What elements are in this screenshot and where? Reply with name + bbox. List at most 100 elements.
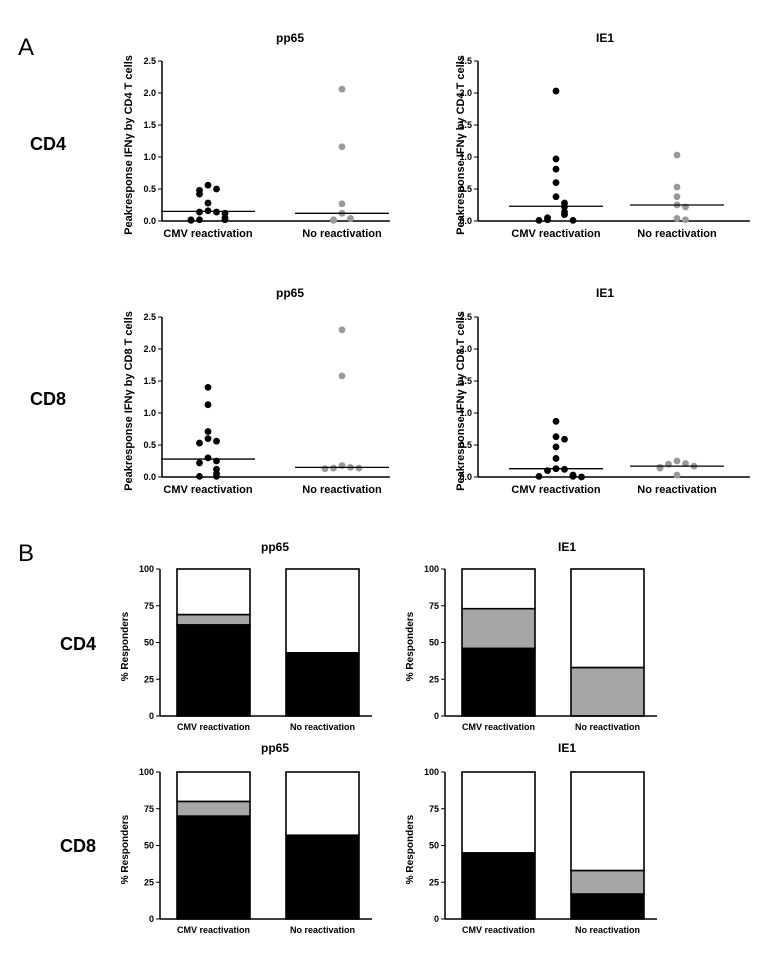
panel-label-b: B <box>18 540 34 567</box>
y-tick-label: 25 <box>144 674 154 684</box>
data-point <box>578 473 585 481</box>
bar-chart-cd4-ie1: IE1 % Responders CMV reactivation No reacti… <box>405 540 657 732</box>
bar-segment <box>285 651 360 717</box>
data-point <box>552 417 560 425</box>
scatter-plot-cd4-pp65: pp65 Peakresponse IFNγ by CD4 T cells 0.0 0… <box>123 31 390 240</box>
bar-segment <box>176 624 251 717</box>
data-point <box>569 472 577 480</box>
data-point <box>338 372 346 380</box>
data-point <box>204 428 212 435</box>
bar-segment <box>176 815 251 920</box>
y-tick-label: 0 <box>149 914 154 924</box>
data-point <box>561 435 568 443</box>
data-point <box>204 199 212 207</box>
plot-title: pp65 <box>261 741 289 755</box>
x-category-label: CMV reactivation <box>163 484 253 496</box>
x-category-label: CMV reactivation <box>462 722 535 732</box>
plots-group: pp65 Peakresponse IFNγ by CD4 T cells 0.0 0… <box>120 31 750 935</box>
row-label-cd8-b: CD8 <box>60 836 96 856</box>
data-point <box>561 211 568 219</box>
y-tick-label: 50 <box>144 638 154 648</box>
data-point <box>347 215 354 222</box>
bar-segment <box>285 568 360 654</box>
data-point <box>673 183 681 191</box>
bar-segment <box>570 568 645 669</box>
scatter-plot-cd8-pp65: pp65 Peakresponse IFNγ by CD8 T cells 0.0 0… <box>123 286 390 496</box>
x-category-label: CMV reactivation <box>511 484 601 496</box>
y-tick-label: 1.0 <box>143 408 156 418</box>
y-tick-label: 0.0 <box>143 216 156 226</box>
data-point <box>673 471 681 479</box>
data-point <box>552 443 560 451</box>
data-point <box>321 465 329 473</box>
y-tick-label: 2.0 <box>459 344 472 354</box>
data-point <box>682 460 689 467</box>
bar-segment <box>461 852 536 920</box>
y-tick-label: 1.5 <box>459 376 472 386</box>
data-point <box>213 185 220 193</box>
data-point <box>552 193 560 201</box>
x-category-label: CMV reactivation <box>511 228 601 240</box>
y-tick-label: 0 <box>434 711 439 721</box>
data-point <box>213 437 220 445</box>
y-axis-label: Peakresponse IFNγ by CD4 T cells <box>123 55 135 235</box>
data-point <box>204 384 212 391</box>
data-point <box>204 401 212 409</box>
data-point <box>196 472 203 480</box>
data-point <box>552 165 560 173</box>
x-category-label: No reactivation <box>575 925 640 935</box>
data-point <box>544 216 551 224</box>
bar-segment <box>461 771 536 854</box>
y-tick-label: 1.0 <box>459 152 472 162</box>
x-category-label: CMV reactivation <box>163 228 253 240</box>
data-point <box>569 216 577 224</box>
x-category-label: No reactivation <box>302 484 382 496</box>
data-point <box>552 87 560 95</box>
data-point <box>338 85 346 93</box>
y-axis-label: % Responders <box>120 814 131 884</box>
panel-label-a: A <box>18 34 34 61</box>
bar-chart-cd4-pp65: pp65 % Responders CMV reactivation No react… <box>120 540 372 732</box>
y-tick-label: 1.5 <box>143 376 156 386</box>
x-category-label: CMV reactivation <box>462 925 535 935</box>
data-point <box>552 433 560 441</box>
bar-segment <box>285 834 360 920</box>
y-tick-label: 2.5 <box>459 312 472 322</box>
y-tick-label: 0.5 <box>143 440 156 450</box>
data-point <box>338 200 346 208</box>
y-tick-label: 2.5 <box>143 56 156 66</box>
plot-title: IE1 <box>558 741 576 755</box>
y-axis-label: % Responders <box>405 814 416 884</box>
x-category-label: CMV reactivation <box>177 925 250 935</box>
row-label-cd4-a: CD4 <box>30 134 66 154</box>
data-point <box>204 454 212 462</box>
data-point <box>196 439 203 447</box>
y-tick-label: 0.5 <box>459 440 472 450</box>
bar-segment <box>176 568 251 616</box>
bar-segment <box>176 771 251 803</box>
y-tick-label: 25 <box>144 877 154 887</box>
y-tick-label: 2.5 <box>143 312 156 322</box>
data-point <box>552 455 560 462</box>
data-point <box>221 216 229 224</box>
data-point <box>673 215 681 222</box>
y-tick-label: 75 <box>429 601 439 611</box>
y-tick-label: 100 <box>424 564 439 574</box>
data-point <box>187 216 195 224</box>
y-tick-label: 1.5 <box>143 120 156 130</box>
y-tick-label: 25 <box>429 877 439 887</box>
plot-title: IE1 <box>596 31 614 45</box>
bar-segment <box>461 647 536 717</box>
data-point <box>338 143 346 151</box>
y-tick-label: 0 <box>149 711 154 721</box>
bar-segment <box>285 771 360 837</box>
bar-segment <box>570 893 645 920</box>
data-point <box>204 435 212 442</box>
data-point <box>673 151 681 159</box>
bar-segment <box>461 607 536 650</box>
data-point <box>330 216 337 224</box>
plot-title: pp65 <box>276 31 304 45</box>
bar-chart-cd8-pp65: pp65 % Responders CMV reactivation No react… <box>120 741 372 935</box>
data-point <box>535 216 543 224</box>
